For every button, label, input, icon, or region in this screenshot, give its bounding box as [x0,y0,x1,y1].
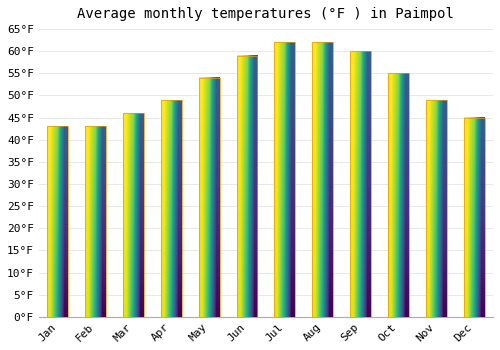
Bar [426,100,446,317]
Bar [123,113,144,317]
Bar [350,51,371,317]
Bar [85,126,106,317]
Bar [161,100,182,317]
Bar [274,42,295,317]
Bar [388,73,409,317]
Title: Average monthly temperatures (°F ) in Paimpol: Average monthly temperatures (°F ) in Pa… [78,7,454,21]
Bar [198,78,220,317]
Bar [464,118,484,317]
Bar [236,56,258,317]
Bar [312,42,333,317]
Bar [48,126,68,317]
